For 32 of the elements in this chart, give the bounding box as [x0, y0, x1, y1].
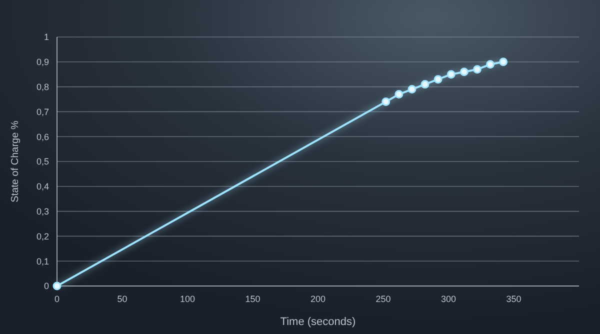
x-tick-label: 0 [54, 294, 60, 304]
point [486, 60, 495, 69]
y-axis-title: State of Charge % [10, 120, 21, 202]
point [52, 282, 62, 290]
x-tick-label: 350 [506, 294, 522, 304]
x-tick-label: 150 [245, 294, 260, 304]
x-tick-label: 100 [180, 294, 196, 304]
y-tick-label: 0 [44, 281, 49, 292]
y-tick-label: 0,5 [36, 156, 49, 167]
point [382, 97, 390, 106]
y-tick-label: 0,1 [36, 256, 49, 266]
x-tick-label: 300 [440, 294, 456, 304]
y-tick-label: 0,6 [36, 132, 49, 142]
point [420, 80, 430, 89]
point [394, 90, 404, 99]
x-tick-label: 200 [310, 294, 326, 304]
point [499, 58, 508, 66]
x-axis-title: Time (seconds) [280, 316, 356, 328]
x-tick-label: 50 [117, 294, 128, 304]
x-tick-label: 250 [376, 294, 391, 304]
y-tick-label: 1 [44, 32, 49, 42]
y-tick-label: 0,9 [36, 57, 49, 68]
point [446, 70, 456, 79]
y-tick-label: 0,3 [36, 206, 49, 216]
y-tick-label: 0,2 [36, 231, 49, 242]
y-tick-label: 0,8 [36, 82, 49, 92]
point [472, 65, 482, 74]
point [434, 75, 442, 84]
y-tick-label: 0,4 [36, 182, 49, 192]
y-tick-label: 0,7 [36, 106, 49, 117]
point [408, 85, 416, 94]
point [460, 68, 468, 76]
